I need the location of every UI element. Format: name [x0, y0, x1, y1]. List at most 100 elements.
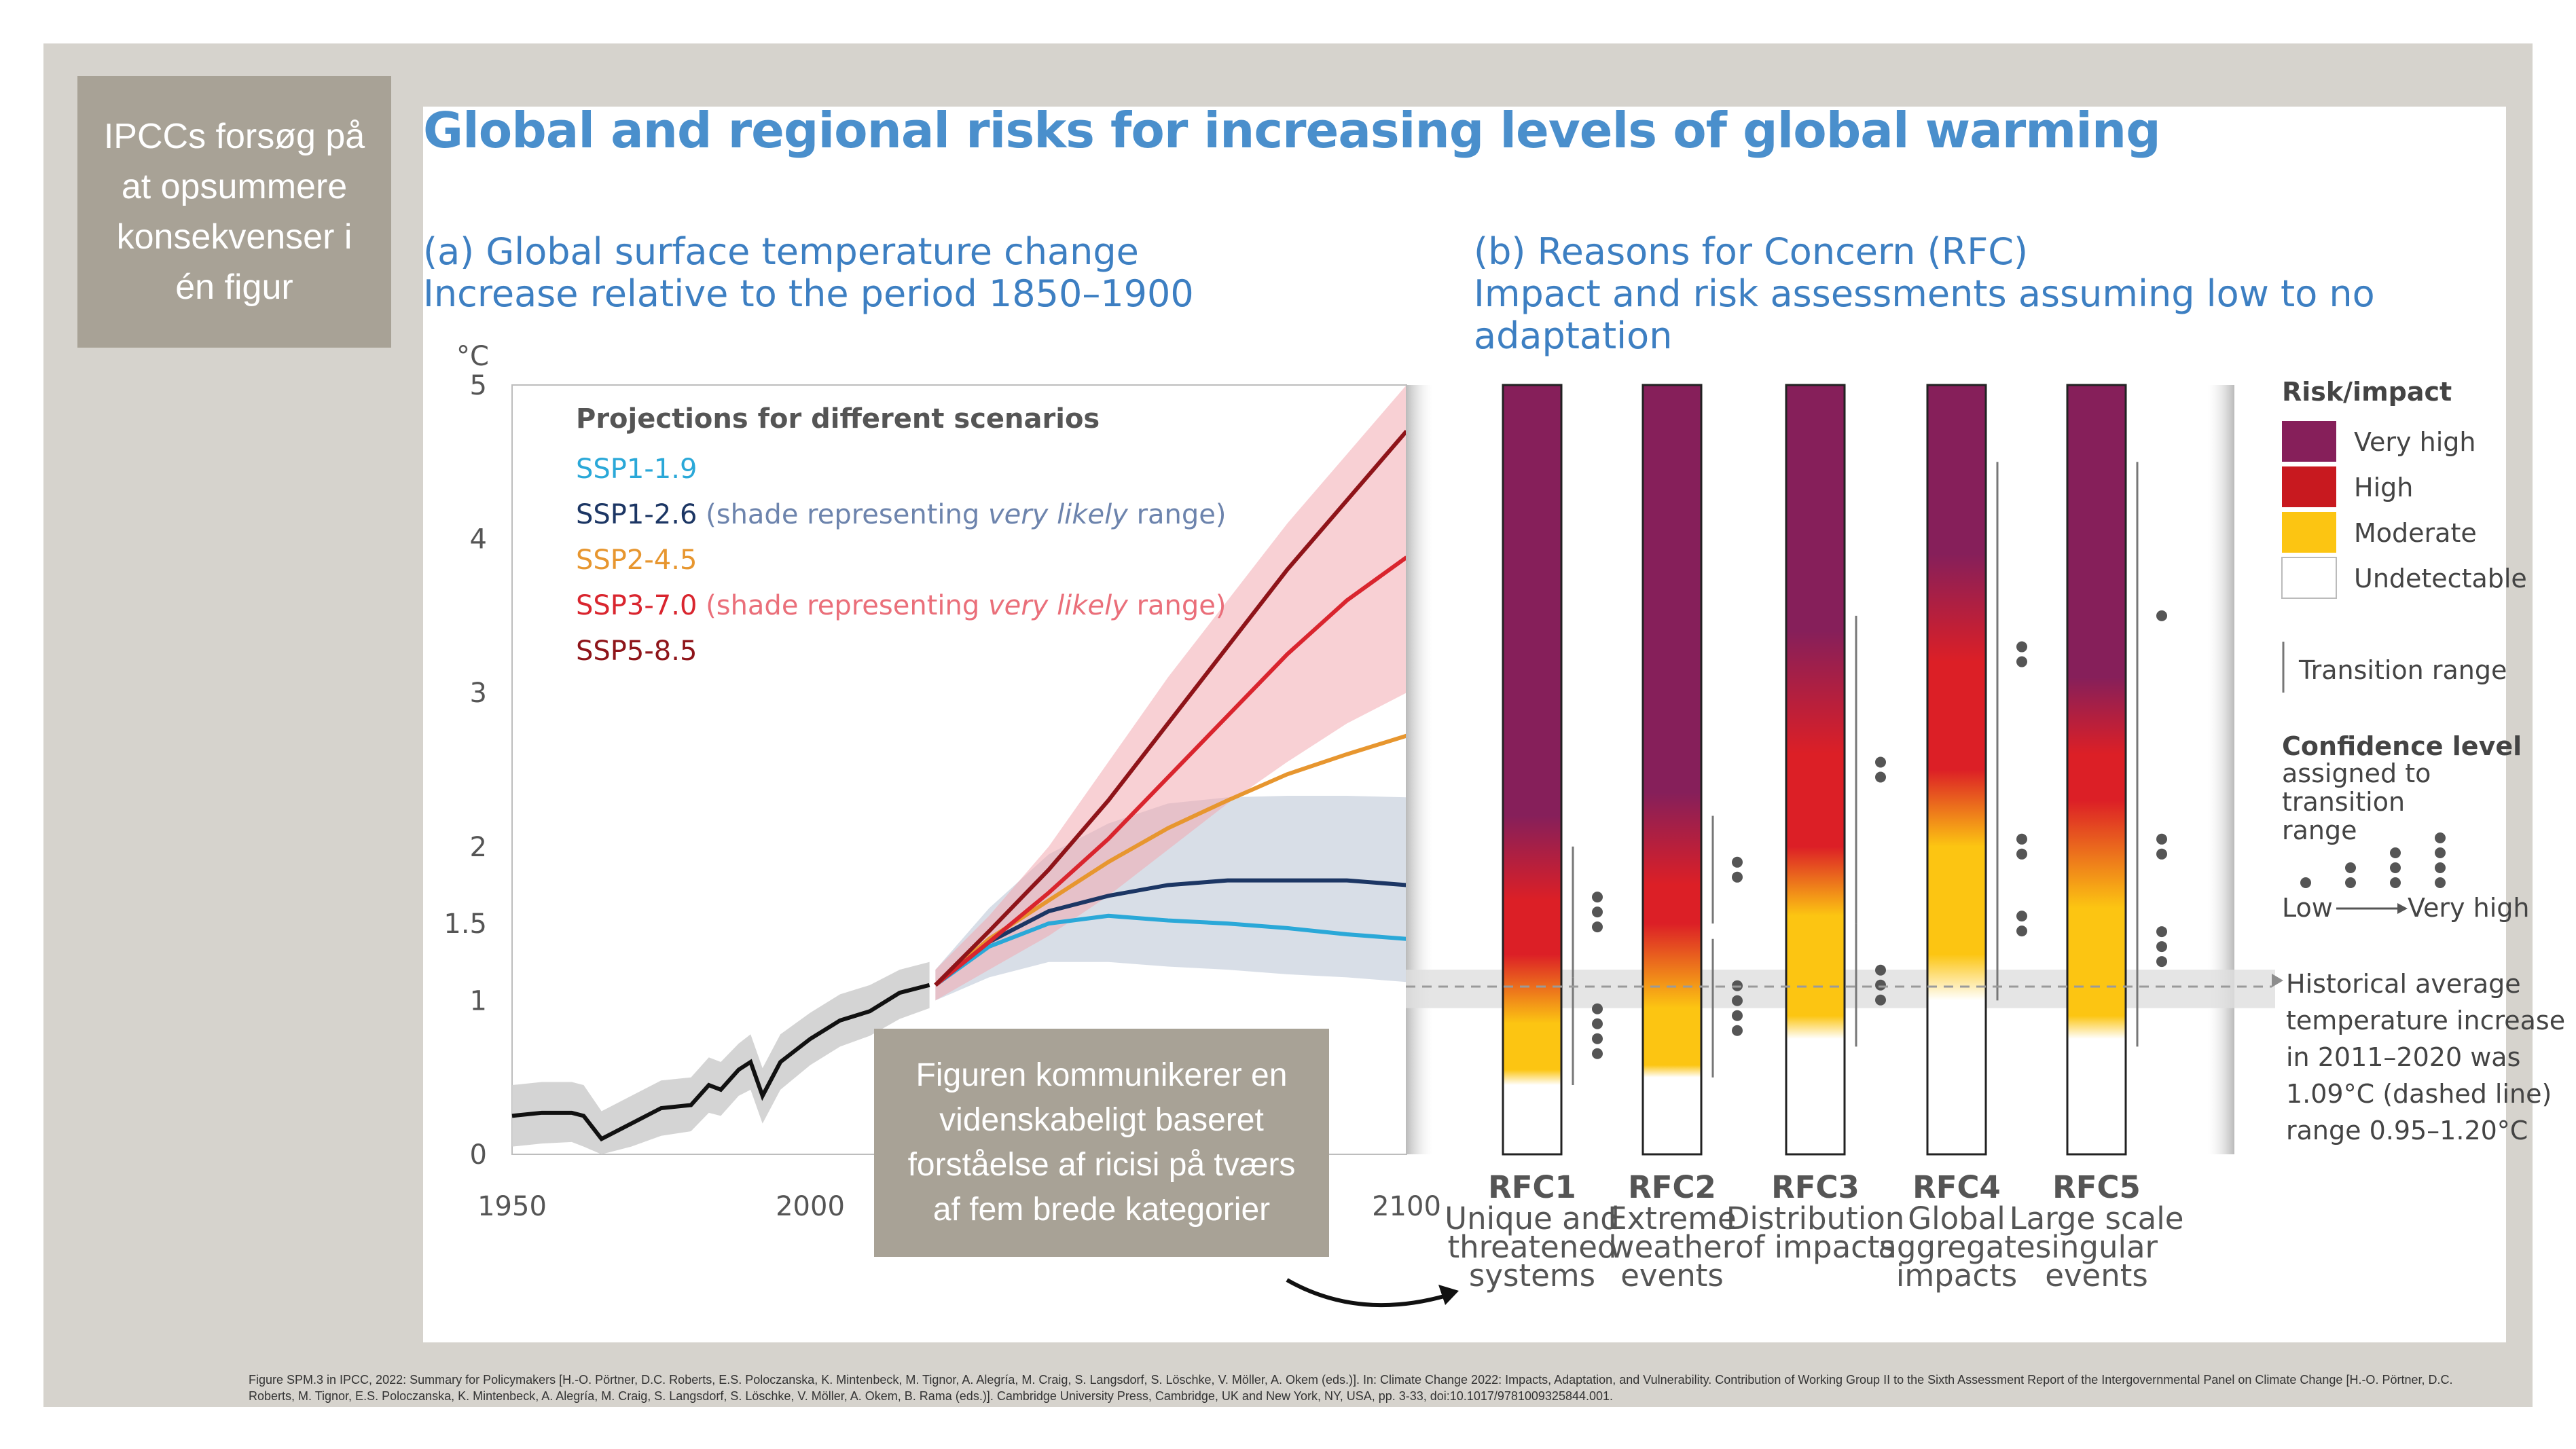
rfc-description: events — [2045, 1258, 2148, 1294]
rfc-description: Unique and — [1445, 1200, 1620, 1236]
confidence-high-label: Very high — [2408, 893, 2529, 923]
confidence-dot — [2156, 956, 2167, 968]
figure-title: Global and regional risks for increasing… — [423, 102, 2161, 159]
rfc-description: threatened — [1447, 1229, 1616, 1265]
historical-note-line: 1.09°C (dashed line) — [2286, 1079, 2552, 1109]
risk-level-label: Very high — [2354, 427, 2475, 457]
confidence-dot — [2016, 833, 2027, 845]
confidence-dot — [2016, 656, 2027, 667]
y-tick-label: 4 — [470, 524, 487, 555]
confidence-legend-dot — [2435, 832, 2446, 843]
confidence-dot — [1592, 906, 1603, 918]
confidence-dot — [1875, 979, 1886, 991]
x-tick-label: 2100 — [1372, 1191, 1441, 1222]
confidence-legend-dot — [2435, 862, 2446, 873]
confidence-dot — [2016, 911, 2027, 922]
risk-level-label: High — [2354, 473, 2413, 502]
confidence-dot — [1592, 1048, 1603, 1059]
confidence-dot — [2156, 848, 2167, 860]
confidence-dot — [1732, 1025, 1743, 1036]
confidence-dot — [1592, 921, 1603, 933]
rfc-bar-5 — [2066, 384, 2127, 1156]
rfc-description: impacts — [1896, 1258, 2017, 1294]
y-tick-label: 1 — [470, 985, 487, 1016]
series-ssp3-7.0 — [934, 555, 1408, 987]
y-tick-label: 2 — [470, 832, 487, 863]
historical-note-line: range 0.95–1.20°C — [2286, 1116, 2528, 1145]
confidence-dot — [2156, 610, 2167, 621]
confidence-legend-dot — [2345, 862, 2356, 873]
risk-swatch — [2281, 557, 2337, 599]
legend-entry: SSP3-7.0 (shade representing very likely… — [576, 590, 1227, 621]
panel-b-heading: (b) Reasons for Concern (RFC) Impact and… — [1474, 230, 2375, 357]
rfc-description: Distribution — [1726, 1200, 1905, 1236]
confidence-dot — [1592, 1003, 1603, 1014]
legend-entry: SSP2-4.5 — [576, 545, 697, 576]
confidence-title: Confidence level — [2282, 731, 2522, 761]
rfc-description: Large scale — [2010, 1200, 2184, 1236]
series-ssp5-8.5 — [934, 430, 1409, 987]
x-tick-label: 2000 — [776, 1191, 845, 1222]
confidence-dot — [1592, 1033, 1603, 1044]
confidence-dot — [1875, 964, 1886, 976]
confidence-legend-dot — [2300, 877, 2311, 888]
historical-line — [511, 983, 930, 1142]
historical-range-band — [512, 961, 930, 1154]
confidence-dot — [1875, 771, 1886, 783]
rfc-bar-4 — [1926, 384, 1987, 1156]
rfc-id-label: RFC2 — [1628, 1169, 1716, 1205]
confidence-legend-dot — [2390, 847, 2401, 858]
historical-note-line: in 2011–2020 was — [2286, 1042, 2520, 1072]
rfc-id-label: RFC4 — [1912, 1169, 2001, 1205]
risk-swatch — [2282, 421, 2336, 462]
y-tick-label: 1.5 — [443, 909, 487, 940]
confidence-legend-dot — [2435, 877, 2446, 888]
band-ssp3-7.0 — [935, 385, 1407, 1001]
risk-swatch — [2282, 466, 2336, 507]
risk-level-label: Undetectable — [2354, 564, 2527, 593]
confidence-arrow-head — [2397, 903, 2408, 914]
historical-arrow — [2272, 974, 2283, 987]
rfc-bar-1 — [1502, 384, 1563, 1156]
legend-entry: SSP5-8.5 — [576, 636, 697, 667]
y-tick-label: 5 — [470, 370, 487, 401]
confidence-dot — [1732, 1010, 1743, 1021]
panel-a-heading: (a) Global surface temperature change In… — [423, 230, 1194, 315]
rfc-bar-2 — [1641, 384, 1703, 1156]
confidence-legend-dot — [2435, 847, 2446, 858]
series-ssp1-2.6 — [934, 878, 1407, 987]
historical-note-line: temperature increase — [2286, 1006, 2565, 1035]
confidence-low-label: Low — [2282, 893, 2333, 923]
y-tick-label: 0 — [470, 1139, 487, 1171]
rfc-id-label: RFC3 — [1771, 1169, 1860, 1205]
rfc-id-label: RFC5 — [2052, 1169, 2141, 1205]
confidence-dot — [1875, 994, 1886, 1006]
rfc-description: weather — [1610, 1229, 1735, 1265]
panel-b-shadow-left — [1406, 385, 1433, 1154]
curved-arrow — [1286, 1278, 1447, 1308]
confidence-subtitle: range — [2282, 815, 2357, 845]
callout-middle: Figuren kommunikerer en videnskabeligt b… — [874, 1029, 1329, 1257]
rfc-bar-3 — [1785, 384, 1846, 1156]
risk-swatch — [2282, 512, 2336, 553]
confidence-dot — [1732, 995, 1743, 1006]
transition-label: Transition range — [2298, 655, 2507, 685]
x-tick-label: 1950 — [477, 1191, 547, 1222]
risk-level-label: Moderate — [2354, 518, 2477, 548]
confidence-dot — [1732, 856, 1743, 868]
confidence-dot — [1732, 871, 1743, 883]
figure-credit: Figure SPM.3 in IPCC, 2022: Summary for … — [249, 1373, 2453, 1403]
confidence-dot — [2156, 926, 2167, 938]
rfc-description: aggregate — [1878, 1229, 2035, 1265]
confidence-subtitle: assigned to — [2282, 758, 2431, 788]
confidence-dot — [2016, 641, 2027, 653]
legend-title: Projections for different scenarios — [576, 403, 1100, 435]
y-tick-label: 3 — [470, 678, 487, 709]
rfc-description: of impacts — [1735, 1229, 1895, 1265]
historical-note-line: Historical average — [2286, 969, 2521, 999]
confidence-legend-dot — [2345, 877, 2356, 888]
rfc-description: events — [1620, 1258, 1724, 1294]
confidence-dot — [1592, 892, 1603, 903]
confidence-legend-dot — [2390, 877, 2401, 888]
